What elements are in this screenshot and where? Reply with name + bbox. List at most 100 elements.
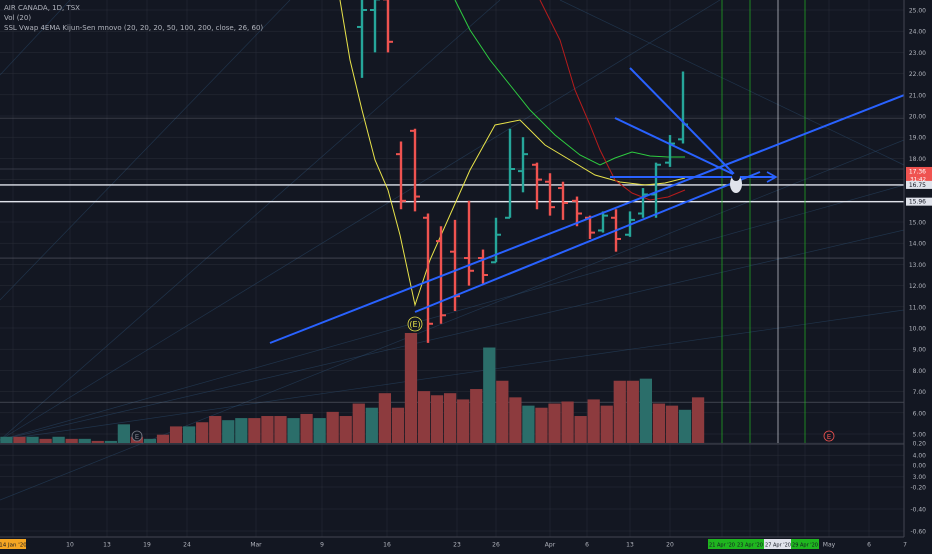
- fan-line: [0, 309, 905, 441]
- volume-bar: [339, 416, 352, 443]
- earnings-marker-may: [823, 430, 835, 442]
- last-price-label: 17.36: [909, 168, 926, 175]
- time-tick-label: 23: [453, 542, 461, 549]
- price-tick-label: 8.00: [913, 368, 927, 375]
- earnings-label-may: E: [827, 433, 831, 441]
- time-tick-label: 13: [103, 542, 111, 549]
- symbol-title[interactable]: AIR CANADA, 1D, TSX: [4, 4, 80, 12]
- volume-bar: [300, 413, 313, 443]
- ema-line-green: [454, 0, 685, 166]
- earnings-marker-jan: [131, 430, 143, 442]
- volume-bar: [444, 393, 457, 443]
- volume-bar: [639, 378, 652, 443]
- price-tick-label: 15.00: [909, 220, 926, 227]
- price-tick-label: 11.00: [909, 304, 926, 311]
- volume-bar: [613, 380, 626, 443]
- volume-bar: [457, 399, 470, 443]
- ema-line-yellow: [339, 0, 686, 307]
- volume-bar: [326, 411, 339, 443]
- fan-line: [0, 0, 501, 441]
- candles-layer: [357, 0, 688, 343]
- time-tick-label: Mar: [250, 542, 262, 549]
- volume-layer: [0, 333, 705, 443]
- volume-bar: [600, 405, 613, 443]
- start-date-badge: [0, 539, 26, 549]
- price-tick-label: 12.00: [909, 283, 926, 290]
- earnings-label-jan: E: [135, 433, 139, 441]
- trendline-upper-channel: [269, 91, 913, 344]
- time-tick-label: 20: [666, 542, 674, 549]
- price-tick-label: 4.00: [913, 453, 927, 460]
- level-label-a: 16.75: [909, 182, 926, 189]
- fan-line: [0, 0, 71, 76]
- time-tick-label: May: [823, 542, 836, 549]
- volume-bar: [587, 399, 600, 443]
- ema-line-red: [539, 0, 686, 201]
- time-tick-label: 16: [383, 542, 391, 549]
- date-marker-badge: [708, 539, 736, 549]
- oscillator-tick-label: -0.40: [910, 507, 926, 514]
- volume-bar: [143, 438, 157, 443]
- fan-line: [0, 0, 721, 441]
- volume-bar: [470, 389, 483, 443]
- volume-bar: [169, 426, 183, 443]
- earnings-marker: [407, 316, 423, 332]
- price-tick-label: 25.00: [909, 8, 926, 15]
- volume-bar: [574, 416, 587, 443]
- price-tick-label: 3.00: [913, 474, 927, 481]
- volume-bar: [26, 436, 39, 443]
- price-tick-label: 19.00: [909, 135, 926, 142]
- volume-bar: [548, 403, 561, 443]
- wedge-line-top: [629, 67, 736, 176]
- volume-bar: [222, 420, 235, 443]
- volume-bar: [0, 436, 13, 443]
- volume-bar: [483, 347, 496, 443]
- price-tick-label: 13.00: [909, 262, 926, 269]
- level-badge-b: [906, 197, 932, 206]
- volume-bar: [313, 418, 326, 443]
- time-tick-label: 6: [867, 542, 871, 549]
- volume-bar: [691, 397, 705, 443]
- volume-bar: [156, 434, 170, 443]
- volume-bar: [248, 418, 261, 443]
- trendline-lower-channel: [414, 171, 761, 313]
- price-tick-label: 18.00: [909, 156, 926, 163]
- volume-bar: [678, 409, 692, 443]
- volume-bar: [365, 407, 378, 443]
- fan-line: [0, 229, 905, 441]
- volume-bar: [209, 416, 222, 443]
- arrow-head: [766, 171, 778, 183]
- price-tick-label: 23.00: [909, 50, 926, 57]
- price-tick-label: 9.00: [913, 347, 927, 354]
- last-price-badge: [906, 166, 932, 183]
- volume-bar: [52, 436, 65, 443]
- volume-bar: [91, 440, 104, 443]
- volume-bar: [39, 438, 52, 443]
- volume-bar: [652, 403, 666, 443]
- volume-bar: [378, 393, 391, 443]
- volume-bar: [261, 416, 274, 443]
- level-badge-a: [906, 180, 932, 189]
- time-tick-label: 23 Apr '20: [737, 543, 763, 549]
- time-tick-label: 6: [585, 542, 589, 549]
- volume-bar: [665, 405, 679, 443]
- volume-indicator-label[interactable]: Vol (20): [4, 14, 32, 22]
- time-tick-label: 10: [66, 542, 74, 549]
- price-tick-label: 5.00: [913, 432, 927, 439]
- volume-bar: [352, 403, 365, 443]
- volume-bar: [196, 422, 209, 443]
- volume-bar: [430, 395, 444, 443]
- oscillator-tick-label: -0.60: [910, 529, 926, 536]
- time-tick-label: 14 Jan '20: [0, 543, 27, 549]
- time-tick-label: 29 Apr '20: [792, 543, 818, 549]
- earnings-label: (E): [409, 320, 420, 329]
- volume-bar: [417, 391, 431, 443]
- ssl-indicator-label[interactable]: SSL Vwap 4EMA Kijun-Sen mnovo (20, 20, 2…: [4, 24, 264, 32]
- moving-averages-layer: [339, 0, 686, 307]
- volume-bar: [104, 440, 117, 443]
